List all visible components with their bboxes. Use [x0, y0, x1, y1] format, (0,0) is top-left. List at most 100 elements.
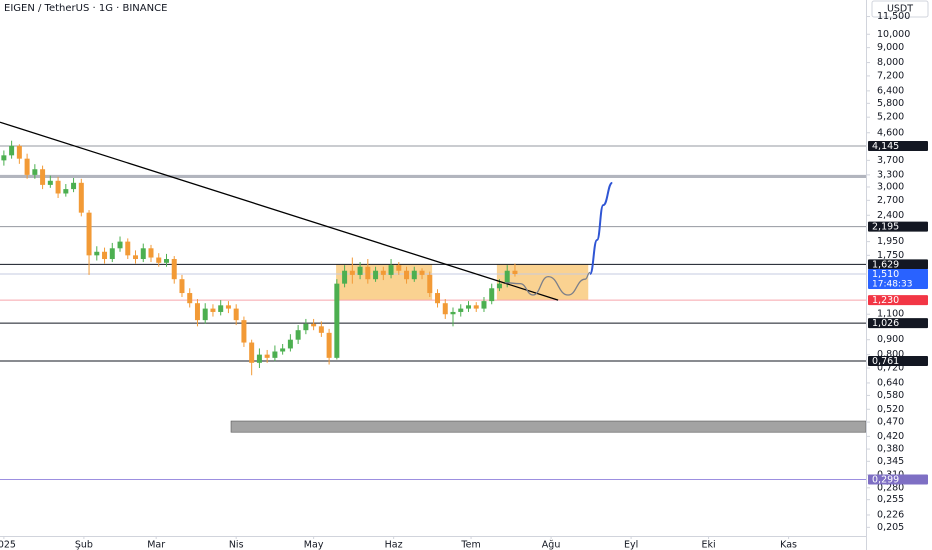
candle-body	[133, 255, 139, 260]
candle-body	[148, 248, 154, 258]
candle-body	[280, 348, 286, 352]
y-tick-label: 0,226	[877, 509, 904, 520]
drawing-line	[589, 181, 613, 276]
y-tick-label: 2,700	[877, 195, 904, 206]
candle-body	[458, 308, 464, 312]
candle-body	[102, 251, 108, 260]
candle-body	[365, 266, 371, 280]
candle-body	[225, 305, 231, 309]
candle-body	[311, 323, 317, 327]
y-tick-label: 0,800	[877, 349, 904, 360]
y-tick-label: 0,580	[877, 390, 904, 401]
y-tick-label: 0,420	[877, 431, 904, 442]
candle-body	[63, 189, 69, 194]
price-label: 4,145	[872, 141, 899, 152]
candle-body	[233, 308, 239, 321]
candle-body	[40, 169, 46, 185]
drawing-line	[0, 121, 559, 301]
y-tick-label: 3,700	[877, 155, 904, 166]
x-tick-label: 2025	[0, 540, 16, 550]
candle-body	[342, 270, 348, 284]
candle-body	[496, 283, 502, 289]
y-tick-label: 0,380	[877, 444, 904, 455]
candle-body	[442, 303, 448, 315]
y-tick-label: 5,200	[877, 112, 904, 123]
plot	[0, 121, 867, 480]
zone	[336, 264, 433, 301]
candle-body	[109, 248, 115, 260]
candle-body	[481, 301, 487, 309]
candle-body	[249, 342, 255, 363]
candle-body	[419, 270, 425, 275]
y-tick-label: 2,400	[877, 210, 904, 221]
candle-body	[194, 303, 200, 321]
candle-body	[396, 265, 402, 271]
price-label-bg	[868, 474, 928, 485]
candle-body	[210, 308, 216, 312]
price-label-bg	[868, 221, 928, 232]
candle-body	[318, 326, 324, 333]
x-tick-label: Şub	[75, 540, 93, 550]
candle-body	[125, 241, 131, 256]
candle-body	[117, 241, 123, 249]
candle-body	[411, 270, 417, 280]
candle-body	[349, 270, 355, 275]
candle-body	[32, 169, 38, 175]
price-label-bg	[868, 295, 928, 306]
price-countdown: 17:48:33	[872, 280, 912, 290]
currency-box[interactable]	[871, 0, 929, 18]
y-tick-label: 4,600	[877, 127, 904, 138]
candle-body	[187, 293, 193, 304]
symbol-title: EIGEN / TetherUS · 1G · BINANCE	[4, 3, 167, 14]
y-tick-label: 0,720	[877, 362, 904, 373]
y-tick-label: 1,750	[877, 250, 904, 261]
x-tick-label: Eki	[701, 540, 715, 550]
y-tick-label: 3,000	[877, 181, 904, 192]
candle-body	[473, 305, 479, 309]
price-label-bg	[868, 355, 928, 366]
candle-body	[489, 288, 495, 302]
candle-body	[94, 251, 100, 256]
x-tick-label: Haz	[385, 540, 403, 550]
candle-body	[86, 212, 92, 256]
drawing-line	[505, 271, 591, 296]
price-label: 2,195	[872, 222, 899, 233]
y-tick-label: 0,345	[877, 456, 904, 467]
y-tick-label: 8,000	[877, 57, 904, 68]
y-tick-label: 1,950	[877, 236, 904, 247]
y-tick-label: 6,400	[877, 85, 904, 96]
candle-body	[303, 323, 309, 331]
candle-body	[55, 180, 61, 194]
y-tick-label: 5,800	[877, 98, 904, 109]
candle-body	[380, 270, 386, 275]
candle-body	[450, 311, 456, 315]
y-tick-label: 0,255	[877, 494, 904, 505]
price-label-bg	[868, 318, 928, 329]
y-tick-label: 1,100	[877, 309, 904, 320]
price-label: 1,629	[872, 259, 899, 270]
x-tick-label: Tem	[460, 540, 480, 550]
y-tick-label: 0,205	[877, 522, 904, 533]
candle-body	[218, 305, 224, 312]
x-tick-label: Nis	[229, 540, 244, 550]
price-label-bg	[868, 140, 928, 151]
candle-body	[140, 248, 146, 260]
candle-body	[71, 182, 77, 190]
y-tick-label: 0,900	[877, 334, 904, 345]
candle-body	[16, 145, 22, 159]
candle-body	[287, 339, 293, 349]
price-label: 0,299	[872, 474, 899, 485]
x-tick-label: Mar	[147, 540, 165, 550]
price-label: 1,026	[872, 318, 899, 329]
candle-body	[295, 330, 301, 340]
candle-body	[78, 182, 84, 213]
y-tick-label: 11,500	[877, 11, 910, 22]
candle-body	[388, 265, 394, 275]
candle-body	[272, 351, 278, 358]
candle-body	[156, 257, 162, 263]
currency[interactable]: USDT	[887, 4, 913, 15]
candle-body	[357, 266, 363, 275]
candle-body	[171, 259, 177, 280]
